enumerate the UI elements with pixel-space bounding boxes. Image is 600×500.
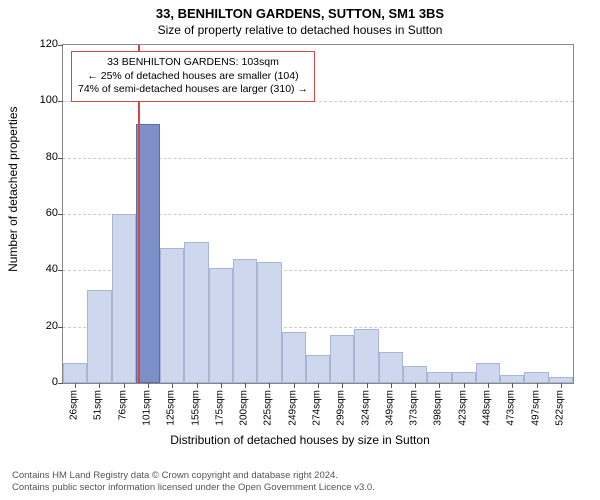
xtick-mark xyxy=(512,383,513,388)
annotation-box: 33 BENHILTON GARDENS: 103sqm← 25% of det… xyxy=(71,51,315,102)
y-axis-label: Number of detached properties xyxy=(6,49,20,214)
ytick-label: 60 xyxy=(18,207,58,219)
xtick-mark xyxy=(221,383,222,388)
xtick-label: 373sqm xyxy=(409,390,420,426)
ytick-label: 100 xyxy=(18,94,58,106)
xtick-mark xyxy=(75,383,76,388)
ytick-mark xyxy=(58,214,63,215)
xtick-label: 398sqm xyxy=(433,390,444,426)
xtick-label: 26sqm xyxy=(69,390,80,420)
xtick-mark xyxy=(488,383,489,388)
ytick-label: 0 xyxy=(18,376,58,388)
ytick-mark xyxy=(58,45,63,46)
histogram-bar xyxy=(306,355,330,383)
x-axis-label: Distribution of detached houses by size … xyxy=(0,433,600,447)
histogram-bar xyxy=(354,329,378,383)
ytick-mark xyxy=(58,327,63,328)
xtick-mark xyxy=(148,383,149,388)
histogram-bar xyxy=(452,372,476,383)
xtick-mark xyxy=(269,383,270,388)
ytick-mark xyxy=(58,101,63,102)
histogram-bar xyxy=(184,242,208,383)
xtick-mark xyxy=(172,383,173,388)
xtick-label: 473sqm xyxy=(506,390,517,426)
xtick-label: 200sqm xyxy=(239,390,250,426)
xtick-label: 324sqm xyxy=(360,390,371,426)
ytick-mark xyxy=(58,383,63,384)
chart-title: 33, BENHILTON GARDENS, SUTTON, SM1 3BS xyxy=(0,0,600,21)
xtick-label: 51sqm xyxy=(93,390,104,420)
histogram-bar xyxy=(257,262,281,383)
ytick-label: 20 xyxy=(18,320,58,332)
xtick-mark xyxy=(439,383,440,388)
xtick-mark xyxy=(537,383,538,388)
histogram-bar xyxy=(112,214,136,383)
xtick-label: 76sqm xyxy=(117,390,128,420)
histogram-bar xyxy=(87,290,111,383)
annotation-line: 74% of semi-detached houses are larger (… xyxy=(78,83,308,97)
histogram-bar xyxy=(160,248,184,383)
histogram-bar xyxy=(379,352,403,383)
xtick-label: 299sqm xyxy=(336,390,347,426)
histogram-bar xyxy=(209,268,233,383)
xtick-label: 349sqm xyxy=(384,390,395,426)
xtick-label: 175sqm xyxy=(214,390,225,426)
plot-area: 33 BENHILTON GARDENS: 103sqm← 25% of det… xyxy=(62,44,574,384)
xtick-mark xyxy=(342,383,343,388)
histogram-bar xyxy=(63,363,87,383)
xtick-mark xyxy=(318,383,319,388)
chart-container: 33, BENHILTON GARDENS, SUTTON, SM1 3BS S… xyxy=(0,0,600,500)
xtick-label: 423sqm xyxy=(457,390,468,426)
histogram-bar xyxy=(427,372,451,383)
annotation-line: ← 25% of detached houses are smaller (10… xyxy=(78,70,308,84)
xtick-label: 497sqm xyxy=(530,390,541,426)
histogram-bar xyxy=(233,259,257,383)
histogram-bar xyxy=(500,375,524,383)
xtick-mark xyxy=(561,383,562,388)
xtick-mark xyxy=(197,383,198,388)
ytick-label: 40 xyxy=(18,263,58,275)
xtick-label: 522sqm xyxy=(554,390,565,426)
ytick-label: 80 xyxy=(18,151,58,163)
xtick-mark xyxy=(124,383,125,388)
annotation-line: 33 BENHILTON GARDENS: 103sqm xyxy=(78,56,308,70)
chart-subtitle: Size of property relative to detached ho… xyxy=(0,21,600,37)
histogram-bar xyxy=(403,366,427,383)
footer-line-1: Contains HM Land Registry data © Crown c… xyxy=(12,470,375,482)
ytick-mark xyxy=(58,158,63,159)
histogram-bar xyxy=(524,372,548,383)
xtick-mark xyxy=(245,383,246,388)
xtick-mark xyxy=(464,383,465,388)
histogram-bar xyxy=(330,335,354,383)
histogram-bar xyxy=(282,332,306,383)
xtick-label: 225sqm xyxy=(263,390,274,426)
xtick-mark xyxy=(415,383,416,388)
xtick-mark xyxy=(294,383,295,388)
xtick-label: 155sqm xyxy=(190,390,201,426)
ytick-mark xyxy=(58,270,63,271)
xtick-mark xyxy=(367,383,368,388)
histogram-bar xyxy=(476,363,500,383)
ytick-label: 120 xyxy=(18,38,58,50)
xtick-label: 101sqm xyxy=(142,390,153,426)
xtick-mark xyxy=(99,383,100,388)
xtick-label: 125sqm xyxy=(166,390,177,426)
footer-line-2: Contains public sector information licen… xyxy=(12,482,375,494)
xtick-label: 274sqm xyxy=(312,390,323,426)
xtick-label: 448sqm xyxy=(482,390,493,426)
xtick-label: 249sqm xyxy=(287,390,298,426)
xtick-mark xyxy=(391,383,392,388)
footer-attribution: Contains HM Land Registry data © Crown c… xyxy=(12,470,375,494)
